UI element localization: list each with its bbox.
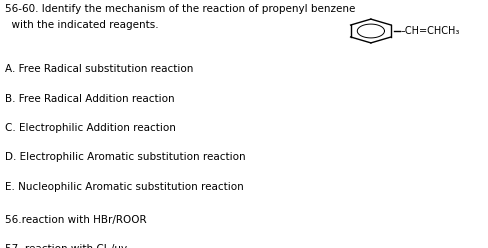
Text: 56-60. Identify the mechanism of the reaction of propenyl benzene: 56-60. Identify the mechanism of the rea… (5, 4, 355, 14)
Text: E. Nucleophilic Aromatic substitution reaction: E. Nucleophilic Aromatic substitution re… (5, 182, 244, 191)
Text: D. Electrophilic Aromatic substitution reaction: D. Electrophilic Aromatic substitution r… (5, 152, 245, 162)
Text: C. Electrophilic Addition reaction: C. Electrophilic Addition reaction (5, 123, 176, 133)
Text: 57. reaction with Cl₂/uv: 57. reaction with Cl₂/uv (5, 244, 127, 248)
Text: 56.reaction with HBr/ROOR: 56.reaction with HBr/ROOR (5, 215, 146, 224)
Text: A. Free Radical substitution reaction: A. Free Radical substitution reaction (5, 64, 193, 74)
Text: with the indicated reagents.: with the indicated reagents. (5, 20, 159, 30)
Text: –CH=CHCH₃: –CH=CHCH₃ (400, 26, 460, 36)
Text: B. Free Radical Addition reaction: B. Free Radical Addition reaction (5, 94, 175, 104)
